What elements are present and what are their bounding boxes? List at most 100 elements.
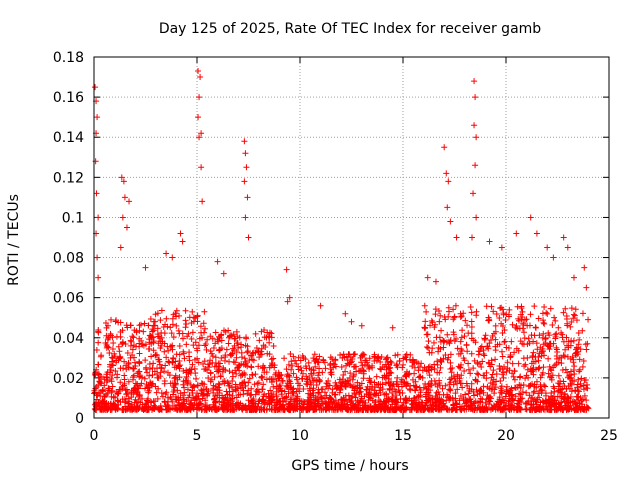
data-point <box>447 386 454 393</box>
data-point <box>194 355 201 362</box>
data-point <box>199 198 206 205</box>
data-point <box>441 313 448 320</box>
data-point <box>375 355 382 362</box>
data-point <box>266 339 273 346</box>
data-point <box>305 359 312 366</box>
data-point <box>224 399 231 406</box>
data-point <box>535 365 542 372</box>
data-point <box>241 178 248 185</box>
data-point <box>234 385 241 392</box>
data-point <box>267 395 274 402</box>
data-point <box>314 400 321 407</box>
data-point <box>533 230 540 237</box>
data-point <box>119 339 126 346</box>
data-point <box>534 346 541 353</box>
data-point <box>240 379 247 386</box>
data-point <box>205 374 212 381</box>
data-point <box>411 370 418 377</box>
data-point <box>193 345 200 352</box>
data-point <box>492 343 499 350</box>
data-point <box>479 405 486 412</box>
data-point <box>95 214 102 221</box>
data-point <box>473 214 480 221</box>
data-point <box>361 402 368 409</box>
data-point <box>216 334 223 341</box>
data-point <box>229 369 236 376</box>
data-point <box>540 364 547 371</box>
data-point <box>325 377 332 384</box>
data-point <box>173 351 180 358</box>
data-point <box>575 329 582 336</box>
data-point <box>578 403 585 410</box>
data-point <box>546 396 553 403</box>
data-point <box>340 351 347 358</box>
data-point <box>273 388 280 395</box>
data-point <box>258 373 265 380</box>
data-point <box>498 348 505 355</box>
data-point <box>437 346 444 353</box>
data-point <box>446 340 453 347</box>
data-point <box>505 344 512 351</box>
data-point <box>318 386 325 393</box>
data-point <box>179 330 186 337</box>
data-point <box>446 376 453 383</box>
data-point <box>150 398 157 405</box>
data-point <box>283 266 290 273</box>
data-point <box>581 264 588 271</box>
data-point <box>182 324 189 331</box>
data-point <box>217 373 224 380</box>
data-point <box>114 374 121 381</box>
data-point <box>196 405 203 412</box>
data-point <box>176 358 183 365</box>
data-point <box>513 323 520 330</box>
data-point <box>95 274 102 281</box>
data-point <box>242 382 249 389</box>
data-point <box>492 322 499 329</box>
data-point <box>191 383 198 390</box>
data-point <box>233 394 240 401</box>
data-point <box>242 342 249 349</box>
data-point <box>243 334 250 341</box>
data-point <box>487 363 494 370</box>
data-point <box>193 395 200 402</box>
data-point <box>272 370 279 377</box>
data-point <box>203 346 210 353</box>
data-point <box>496 314 503 321</box>
data-point <box>157 369 164 376</box>
data-point <box>141 375 148 382</box>
x-axis-label: GPS time / hours <box>291 458 408 474</box>
data-point <box>389 397 396 404</box>
data-point <box>290 353 297 360</box>
data-point <box>347 359 354 366</box>
data-point <box>447 365 454 372</box>
data-point <box>471 405 478 412</box>
data-point <box>493 378 500 385</box>
data-point <box>310 367 317 374</box>
data-point <box>141 320 148 327</box>
data-point <box>564 244 571 251</box>
data-point <box>149 326 156 333</box>
data-point <box>215 405 222 412</box>
data-point <box>117 353 124 360</box>
data-point <box>550 254 557 261</box>
data-point <box>164 406 171 413</box>
data-point <box>214 258 221 265</box>
data-point <box>558 329 565 336</box>
data-point <box>568 305 575 312</box>
data-point <box>93 392 100 399</box>
data-point <box>174 402 181 409</box>
data-point <box>445 393 452 400</box>
data-point <box>194 382 201 389</box>
data-point <box>212 354 219 361</box>
data-point <box>130 365 137 372</box>
data-point <box>278 391 285 398</box>
data-point <box>521 335 528 342</box>
data-point <box>546 346 553 353</box>
data-point <box>241 138 248 145</box>
data-point <box>188 319 195 326</box>
data-point <box>157 405 164 412</box>
data-point <box>496 394 503 401</box>
data-point <box>207 348 214 355</box>
data-point <box>347 382 354 389</box>
data-point <box>419 405 426 412</box>
